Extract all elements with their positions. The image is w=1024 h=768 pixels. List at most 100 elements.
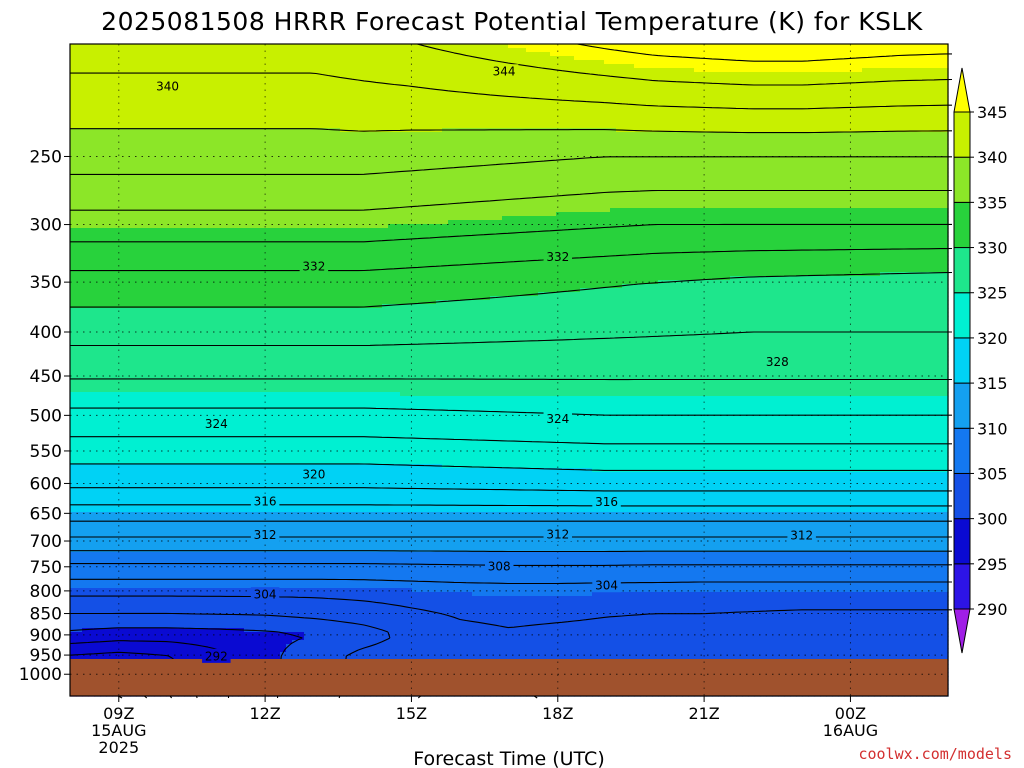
fill-cell [172,300,179,305]
fill-cell [142,180,149,185]
fill-cell [160,244,167,249]
fill-cell [166,272,173,277]
fill-cell [226,560,233,565]
fill-cell [190,276,197,281]
fill-cell [178,144,185,149]
fill-cell [100,408,107,413]
fill-cell [250,148,257,153]
fill-cell [82,180,89,185]
fill-cell [142,248,149,253]
fill-cell [112,340,119,345]
fill-cell [214,264,221,269]
fill-cell [184,464,191,469]
fill-cell [82,92,89,97]
fill-cell [136,328,143,333]
fill-cell [226,152,233,157]
fill-cell [106,112,113,117]
fill-cell [154,380,161,385]
fill-cell [184,296,191,301]
fill-cell [208,136,215,141]
fill-cell [118,64,125,69]
fill-cell [154,644,161,649]
fill-cell [238,52,245,57]
fill-cell [130,228,137,233]
fill-cell [160,48,167,53]
fill-cell [154,556,161,561]
fill-cell [124,624,131,629]
fill-cell [70,432,77,437]
fill-cell [124,524,131,529]
fill-cell [136,416,143,421]
fill-cell [76,428,83,433]
fill-cell [172,504,179,509]
fill-cell [196,416,203,421]
fill-cell [244,568,251,573]
fill-cell [148,648,155,653]
fill-cell [196,308,203,313]
fill-cell [70,416,77,421]
fill-cell [214,556,221,561]
fill-cell [178,304,185,309]
fill-cell [190,544,197,549]
fill-cell [244,384,251,389]
fill-cell [76,500,83,505]
fill-cell [172,152,179,157]
fill-cell [202,552,209,557]
fill-cell [100,648,107,653]
fill-cell [202,260,209,265]
fill-cell [220,392,227,397]
fill-cell [172,532,179,537]
fill-cell [232,128,239,133]
fill-cell [226,288,233,293]
fill-cell [172,484,179,489]
fill-cell [106,344,113,349]
fill-cell [172,500,179,505]
fill-cell [142,404,149,409]
fill-cell [232,508,239,513]
fill-cell [238,196,245,201]
fill-cell [124,584,131,589]
fill-cell [232,388,239,393]
fill-cell [142,592,149,597]
fill-cell [154,148,161,153]
fill-cell [82,464,89,469]
fill-cell [160,580,167,585]
fill-cell [118,108,125,113]
fill-cell [166,336,173,341]
fill-cell [190,424,197,429]
fill-cell [232,272,239,277]
fill-cell [190,88,197,93]
fill-cell [202,460,209,465]
fill-cell [196,124,203,129]
fill-cell [124,368,131,373]
fill-cell [100,68,107,73]
fill-cell [214,560,221,565]
fill-cell [184,484,191,489]
fill-cell [148,144,155,149]
fill-cell [142,352,149,357]
fill-cell [82,168,89,173]
fill-cell [196,600,203,605]
fill-cell [208,452,215,457]
fill-cell [238,636,245,641]
fill-cell [250,320,257,325]
fill-cell [160,340,167,345]
fill-cell [214,608,221,613]
fill-cell [88,644,95,649]
fill-cell [220,100,227,105]
fill-cell [244,432,251,437]
fill-cell [220,344,227,349]
fill-cell [76,364,83,369]
fill-cell [172,580,179,585]
fill-cell [244,412,251,417]
fill-cell [208,152,215,157]
fill-cell [208,60,215,65]
fill-cell [148,564,155,569]
fill-cell [238,284,245,289]
fill-cell [250,168,257,173]
fill-cell [208,532,215,537]
fill-cell [112,300,119,305]
fill-cell [88,324,95,329]
fill-cell [220,484,227,489]
